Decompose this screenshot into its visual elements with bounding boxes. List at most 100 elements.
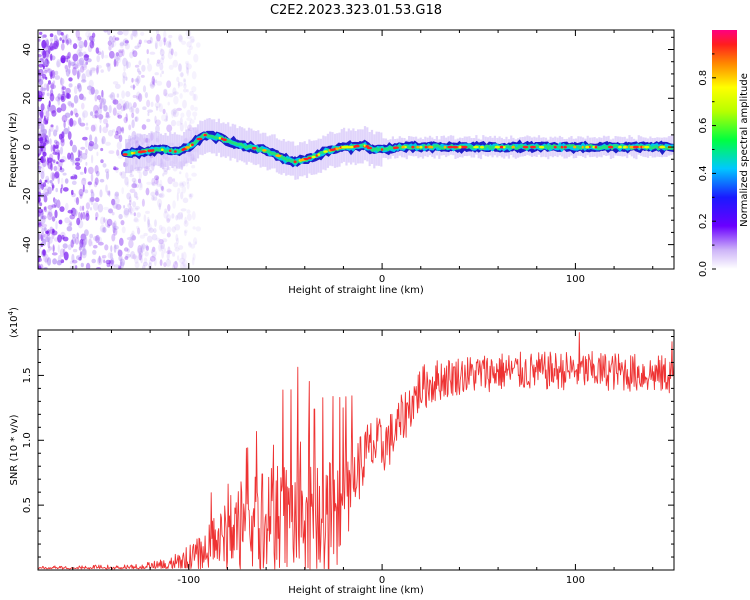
noise-blob (54, 70, 59, 76)
noise-blob (88, 238, 92, 247)
noise-blob (94, 177, 99, 186)
noise-blob (41, 35, 45, 39)
noise-blob (116, 110, 123, 115)
noise-blob (138, 171, 142, 180)
noise-blob (150, 191, 156, 197)
noise-blob (193, 93, 196, 101)
noise-blob (112, 99, 119, 105)
noise-blob (72, 248, 78, 253)
ridge-hotspot (353, 145, 356, 148)
noise-blob (178, 34, 183, 41)
noise-blob (146, 49, 149, 55)
noise-blob (153, 228, 157, 234)
noise-blob (165, 112, 168, 120)
noise-blob (174, 224, 181, 231)
noise-blob (61, 86, 67, 90)
noise-blob (38, 92, 42, 100)
noise-blob (89, 233, 94, 239)
noise-blob (60, 95, 65, 101)
noise-blob (135, 77, 140, 86)
noise-blob (145, 210, 150, 214)
noise-blob (46, 117, 50, 121)
noise-blob (120, 220, 125, 226)
noise-blob (188, 120, 192, 130)
noise-blob (124, 176, 129, 186)
y-tick-label: 1.0 (22, 432, 33, 448)
noise-blob (89, 207, 93, 211)
noise-blob (80, 262, 84, 268)
noise-blob (41, 49, 46, 56)
noise-blob (44, 138, 47, 143)
noise-blob (166, 214, 172, 222)
noise-blob (68, 83, 73, 88)
noise-blob (62, 243, 68, 249)
noise-blob (135, 107, 140, 114)
noise-blob (136, 212, 141, 218)
noise-blob (39, 31, 43, 35)
noise-blob (154, 178, 159, 185)
noise-blob (133, 212, 136, 217)
noise-blob (191, 257, 195, 266)
noise-blob (51, 216, 56, 222)
ridge-hotspot (168, 149, 172, 153)
spectrogram-axes: -100 0 100 -40 -20 0 20 40 (22, 30, 674, 285)
noise-blob (180, 262, 185, 269)
noise-blob (101, 255, 107, 259)
noise-blob (112, 107, 117, 116)
noise-blob (52, 244, 55, 253)
noise-blob (186, 209, 191, 214)
ridge-hotspot (293, 160, 297, 163)
noise-blob (179, 117, 183, 125)
noise-blob (164, 92, 169, 98)
noise-blob (166, 252, 170, 260)
noise-blob (159, 73, 162, 78)
noise-blob (60, 77, 65, 86)
noise-blob (78, 211, 81, 219)
noise-blob (56, 60, 60, 68)
noise-blob (72, 233, 76, 239)
figure-title: C2E2.2023.323.01.53.G18 (270, 3, 442, 18)
noise-blob (49, 38, 54, 42)
noise-blob (113, 220, 117, 230)
noise-blob (40, 123, 45, 133)
noise-blob (67, 101, 72, 106)
noise-blob (183, 88, 188, 93)
noise-blob (47, 106, 51, 112)
ridge-hotspot (623, 145, 627, 149)
noise-blob (108, 259, 114, 268)
noise-blob (158, 239, 164, 245)
noise-blob (114, 52, 120, 62)
noise-blob (82, 184, 85, 193)
noise-blob (114, 37, 120, 41)
noise-blob (123, 247, 129, 252)
noise-blob (182, 99, 187, 109)
noise-blob (156, 33, 161, 42)
ridge-hotspot (585, 145, 590, 149)
noise-blob (80, 96, 87, 101)
noise-blob (148, 262, 152, 269)
noise-blob (159, 62, 164, 71)
noise-blob (165, 258, 171, 267)
noise-blob (168, 64, 174, 70)
noise-blob (137, 166, 143, 171)
noise-blob (44, 120, 49, 125)
noise-blob (161, 185, 165, 193)
noise-blob (188, 193, 193, 200)
noise-blob (137, 42, 142, 48)
noise-blob (122, 71, 127, 79)
noise-blob (147, 63, 153, 72)
noise-blob (53, 172, 59, 180)
noise-blob (75, 30, 80, 39)
noise-blob (175, 215, 179, 221)
noise-blob (129, 233, 135, 241)
ridge-hotspot (644, 145, 650, 149)
noise-blob (155, 119, 161, 126)
noise-blob (84, 229, 89, 237)
noise-blob (99, 178, 105, 183)
noise-blob (118, 255, 123, 262)
noise-blob (67, 131, 72, 140)
noise-blob (131, 177, 137, 183)
noise-blob (113, 166, 117, 171)
noise-blob (177, 81, 184, 87)
noise-blob (49, 226, 54, 232)
